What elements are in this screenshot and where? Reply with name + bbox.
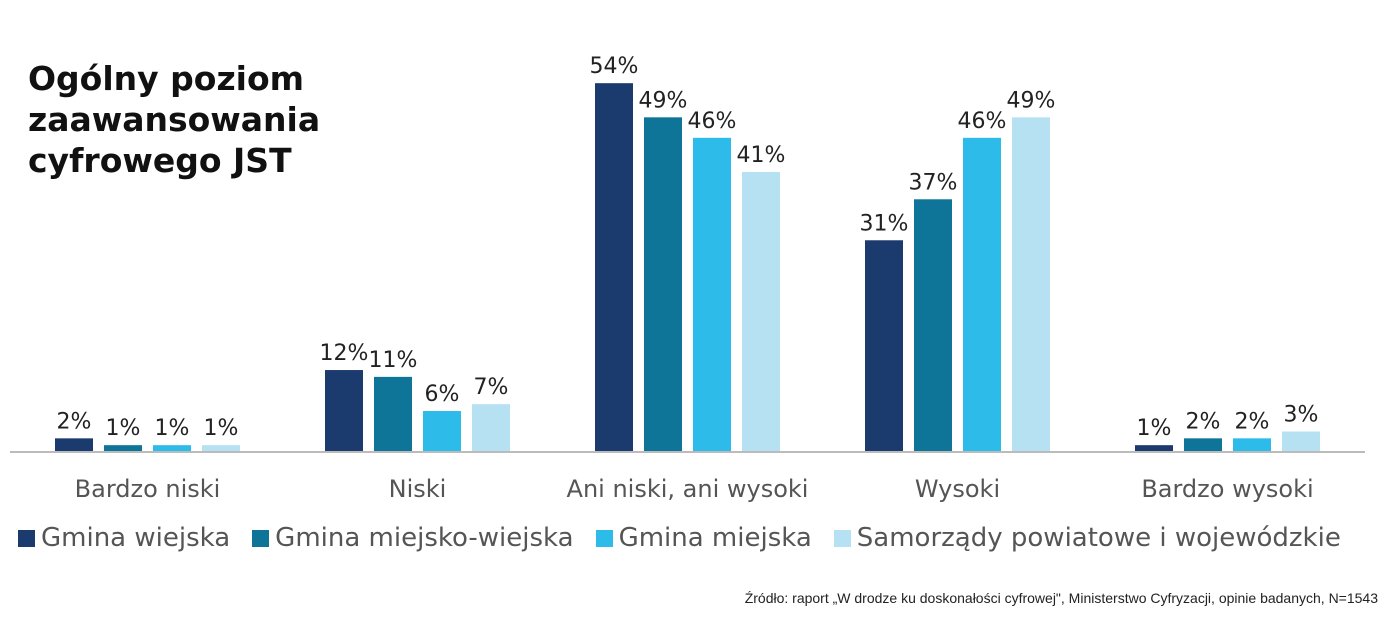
legend-item: Gmina miejska: [595, 523, 812, 553]
data-label: 1%: [106, 416, 141, 441]
bar: [1184, 438, 1222, 452]
legend-swatch: [833, 529, 851, 547]
data-label: 2%: [1186, 409, 1221, 434]
bar: [153, 445, 191, 452]
legend-label: Gmina miejsko-wiejska: [275, 523, 574, 553]
category-label: Bardzo niski: [75, 475, 221, 503]
bar: [423, 411, 461, 452]
data-label: 54%: [590, 54, 639, 79]
bar: [742, 171, 780, 452]
bar: [865, 240, 903, 452]
data-label: 1%: [155, 416, 190, 441]
bar: [374, 376, 412, 452]
data-label: 3%: [1284, 403, 1319, 428]
data-label: 46%: [688, 109, 737, 134]
bar: [325, 370, 363, 452]
data-label: 12%: [320, 341, 369, 366]
category-label: Bardzo wysoki: [1141, 475, 1313, 503]
bar: [202, 445, 240, 452]
data-label: 2%: [1235, 409, 1270, 434]
data-label: 1%: [204, 416, 239, 441]
category-label: Wysoki: [915, 475, 1000, 503]
data-label: 7%: [474, 375, 509, 400]
bar: [963, 137, 1001, 452]
category-label: Niski: [389, 475, 447, 503]
bar: [914, 199, 952, 452]
data-label: 2%: [57, 409, 92, 434]
legend-swatch: [595, 529, 613, 547]
legend-swatch: [18, 529, 35, 547]
legend-label: Gmina miejska: [618, 523, 812, 553]
legend-item: Gmina miejsko-wiejska: [252, 523, 574, 553]
data-label: 1%: [1137, 416, 1172, 441]
bar: [693, 137, 731, 452]
data-label: 31%: [860, 211, 909, 236]
legend-label: Samorządy powiatowe i wojewódzkie: [856, 523, 1341, 553]
legend-item: Gmina wiejska: [18, 523, 230, 553]
bar: [644, 117, 682, 452]
bar: [1012, 117, 1050, 452]
bar: [104, 445, 142, 452]
category-label: Ani niski, ani wysoki: [567, 475, 809, 503]
data-label: 37%: [909, 170, 958, 195]
source-note: Źródło: raport „W drodze ku doskonałości…: [744, 590, 1378, 606]
legend-swatch: [252, 529, 270, 547]
chart-title: Ogólny poziom zaawansowania cyfrowego JS…: [28, 59, 321, 180]
bar: [1233, 438, 1271, 452]
data-label: 11%: [369, 348, 418, 373]
bar: [55, 438, 93, 452]
data-label: 46%: [958, 109, 1007, 134]
bar: [472, 404, 510, 452]
bar: [595, 83, 633, 453]
legend: Gmina wiejska Gmina miejsko-wiejska Gmina …: [18, 523, 1341, 553]
data-label: 41%: [737, 143, 786, 168]
data-label: 49%: [639, 88, 688, 113]
legend-item: Samorządy powiatowe i wojewódzkie: [833, 523, 1341, 553]
bar: [1282, 431, 1320, 452]
data-label: 6%: [425, 382, 460, 407]
bar: [1135, 445, 1173, 452]
data-label: 49%: [1007, 88, 1056, 113]
legend-label: Gmina wiejska: [41, 523, 231, 553]
